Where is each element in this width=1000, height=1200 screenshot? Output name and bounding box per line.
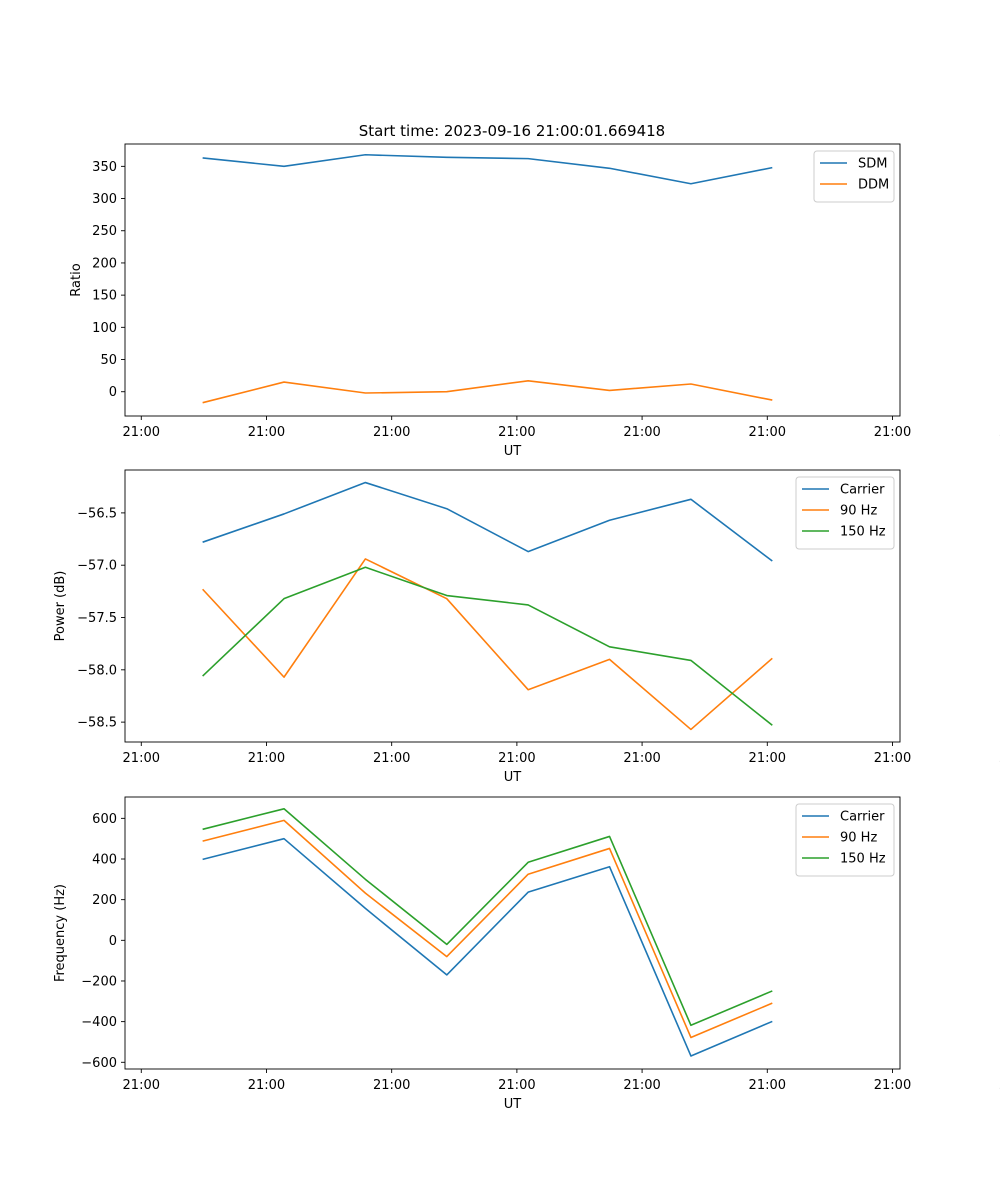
series-line-carrier <box>202 481 773 562</box>
x-tick-label: 21:00 <box>498 751 535 766</box>
series-line-150-hz <box>202 566 773 726</box>
frequency-chart: −600 −400 −200 0 200 400 600 21:00 21:00 21:00 21:… <box>53 796 1000 1112</box>
legend-label: DDM <box>858 178 889 193</box>
legend-label: 90 Hz <box>840 831 877 846</box>
x-tick-label: 21:00 <box>123 425 160 440</box>
power-chart: −58.5 −58.0 −57.5 −57.0 −56.5 21:00 21:00 21:00… <box>53 469 1000 785</box>
x-tick-label: 21:00 <box>373 751 410 766</box>
y-tick-label: −56.5 <box>77 506 117 521</box>
y-axis-label: Ratio <box>69 263 84 296</box>
y-tick-label: 300 <box>92 192 117 207</box>
y-tick-label: 350 <box>92 160 117 175</box>
x-tick-label: 21:00 <box>874 1078 911 1093</box>
x-tick-label: 21:00 <box>874 751 911 766</box>
x-tick-label: 21:00 <box>874 425 911 440</box>
x-tick-label: 21:00 <box>248 425 285 440</box>
series-line-carrier <box>202 837 773 1057</box>
x-tick-label: 21:00 <box>623 751 660 766</box>
y-tick-label: 150 <box>92 289 117 304</box>
axes-frame <box>124 469 901 743</box>
legend-label: 90 Hz <box>840 504 877 519</box>
x-tick-label: 21:00 <box>373 425 410 440</box>
y-tick-label: −200 <box>81 974 117 989</box>
y-tick-label: 0 <box>109 934 117 949</box>
y-tick-label: 0 <box>109 385 117 400</box>
y-tick-label: 50 <box>100 353 117 368</box>
x-tick-label: 21:00 <box>623 425 660 440</box>
series-line-150-hz <box>202 807 773 1027</box>
axes-frame <box>124 796 901 1070</box>
x-tick-label: 21:01 <box>999 425 1000 440</box>
y-tick-label: 600 <box>92 812 117 827</box>
legend-label: Carrier <box>840 810 885 825</box>
legend-label: 150 Hz <box>840 525 886 540</box>
y-tick-label: −57.0 <box>77 559 117 574</box>
y-tick-label: −600 <box>81 1056 117 1071</box>
x-tick-label: 21:00 <box>623 1078 660 1093</box>
legend-label: 150 Hz <box>840 852 886 867</box>
series-line-sdm <box>202 153 773 185</box>
y-axis-label: Power (dB) <box>53 571 68 642</box>
x-axis-label: UT <box>504 444 522 459</box>
y-tick-label: −400 <box>81 1015 117 1030</box>
x-tick-label: 21:00 <box>373 1078 410 1093</box>
y-tick-label: 200 <box>92 256 117 271</box>
y-tick-label: −58.5 <box>77 716 117 731</box>
legend-label: SDM <box>858 157 887 172</box>
x-axis-label: UT <box>504 1097 522 1112</box>
x-tick-label: 21:00 <box>749 1078 786 1093</box>
x-tick-label: 21:01 <box>999 1078 1000 1093</box>
x-tick-label: 21:00 <box>123 751 160 766</box>
x-tick-label: 21:00 <box>248 1078 285 1093</box>
axes-frame <box>124 143 901 417</box>
figure-title: Start time: 2023-09-16 21:00:01.669418 <box>359 122 665 140</box>
x-tick-label: 21:01 <box>999 751 1000 766</box>
x-axis-label: UT <box>504 770 522 785</box>
legend-label: Carrier <box>840 483 885 498</box>
x-tick-label: 21:00 <box>498 1078 535 1093</box>
x-tick-label: 21:00 <box>749 425 786 440</box>
x-tick-label: 21:00 <box>498 425 535 440</box>
series-line-90-hz <box>202 558 773 731</box>
series-line-ddm <box>202 379 773 404</box>
x-tick-label: 21:00 <box>749 751 786 766</box>
x-tick-label: 21:00 <box>248 751 285 766</box>
y-tick-label: −57.5 <box>77 611 117 626</box>
y-tick-label: 100 <box>92 321 117 336</box>
y-tick-label: −58.0 <box>77 663 117 678</box>
y-tick-label: 250 <box>92 224 117 239</box>
y-tick-label: 400 <box>92 853 117 868</box>
y-tick-label: 200 <box>92 893 117 908</box>
ratio-chart: 0 50 100 150 200 250 300 350 21:00 21:00 21:00 21:0… <box>69 143 1000 459</box>
y-axis-label: Frequency (Hz) <box>53 884 68 982</box>
x-tick-label: 21:00 <box>123 1078 160 1093</box>
series-line-90-hz <box>202 819 773 1039</box>
